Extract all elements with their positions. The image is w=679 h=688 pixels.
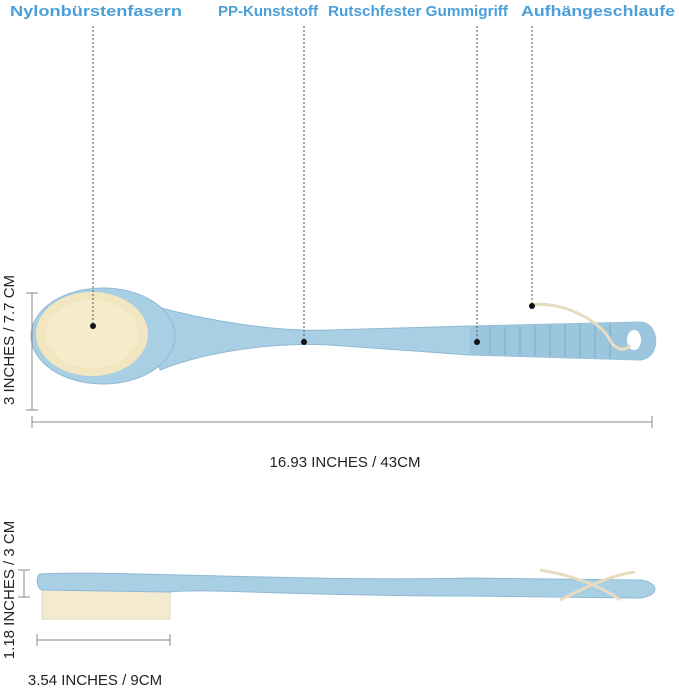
leader-lines: [90, 26, 535, 345]
dimension-lines: [18, 292, 653, 646]
dimension-text: 16.93 INCHES / 43CM: [270, 454, 421, 471]
dimension-text: 1.18 INCHES / 3 CM: [1, 521, 18, 659]
brush-top-view: [30, 287, 657, 385]
callout-label: PP-Kunststoff: [218, 3, 319, 20]
dimension-text: 3 INCHES / 7.7 CM: [1, 275, 18, 405]
callout-label: Nylonbürstenfasern: [10, 3, 182, 20]
dimension-text: 3.54 INCHES / 9CM: [28, 672, 162, 688]
callout-label: Aufhängeschlaufe: [521, 3, 675, 20]
brush-side-view: [36, 568, 656, 620]
callout-label: Rutschfester Gummigriff: [328, 3, 509, 20]
